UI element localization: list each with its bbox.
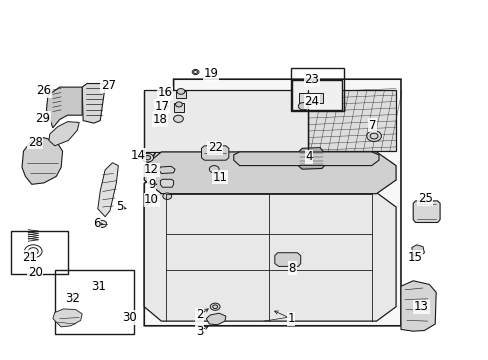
Text: 10: 10 xyxy=(144,193,159,206)
Text: 30: 30 xyxy=(122,311,137,324)
Polygon shape xyxy=(53,309,82,327)
Polygon shape xyxy=(49,122,79,146)
Polygon shape xyxy=(201,146,228,160)
Text: 25: 25 xyxy=(417,192,432,205)
Text: 18: 18 xyxy=(153,113,167,126)
Text: 22: 22 xyxy=(207,141,222,154)
Circle shape xyxy=(163,193,171,199)
Bar xyxy=(55,270,134,334)
Text: 5: 5 xyxy=(116,201,123,213)
Bar xyxy=(176,91,185,98)
Text: 11: 11 xyxy=(212,171,227,184)
Polygon shape xyxy=(292,80,342,110)
Text: 3: 3 xyxy=(195,325,203,338)
Text: 4: 4 xyxy=(305,150,312,163)
Polygon shape xyxy=(144,90,307,152)
Text: 8: 8 xyxy=(288,262,296,275)
Polygon shape xyxy=(46,87,82,128)
Polygon shape xyxy=(298,148,325,169)
Text: 17: 17 xyxy=(155,100,169,113)
Circle shape xyxy=(175,102,182,107)
Text: 24: 24 xyxy=(304,95,319,108)
Text: 7: 7 xyxy=(368,119,376,132)
Polygon shape xyxy=(206,313,225,325)
Text: 27: 27 xyxy=(101,79,116,92)
Circle shape xyxy=(144,156,150,160)
Polygon shape xyxy=(400,281,435,331)
Text: 23: 23 xyxy=(304,73,319,86)
Text: 32: 32 xyxy=(65,292,80,305)
Bar xyxy=(291,68,344,111)
Circle shape xyxy=(210,303,220,310)
Circle shape xyxy=(177,89,184,94)
Polygon shape xyxy=(144,152,395,194)
Text: 14: 14 xyxy=(130,149,145,162)
Polygon shape xyxy=(98,163,118,217)
Circle shape xyxy=(366,131,381,141)
Polygon shape xyxy=(144,79,400,326)
Circle shape xyxy=(298,103,307,110)
Polygon shape xyxy=(22,138,62,184)
Text: 2: 2 xyxy=(195,309,203,321)
Text: 15: 15 xyxy=(407,251,421,264)
Text: 21: 21 xyxy=(22,251,37,264)
Circle shape xyxy=(97,220,106,228)
Text: 6: 6 xyxy=(93,217,101,230)
Text: 13: 13 xyxy=(413,300,428,313)
Polygon shape xyxy=(144,193,395,321)
Text: 19: 19 xyxy=(203,67,218,80)
Circle shape xyxy=(142,153,153,162)
Text: 28: 28 xyxy=(28,136,42,149)
Circle shape xyxy=(173,115,183,122)
Polygon shape xyxy=(159,166,175,174)
Text: 29: 29 xyxy=(36,112,50,125)
Text: 9: 9 xyxy=(147,178,155,191)
Polygon shape xyxy=(412,201,439,222)
Polygon shape xyxy=(233,152,378,166)
Polygon shape xyxy=(274,253,300,266)
Text: 16: 16 xyxy=(158,86,172,99)
Polygon shape xyxy=(160,179,173,187)
Bar xyxy=(299,93,322,103)
Polygon shape xyxy=(307,90,395,151)
Bar xyxy=(173,103,184,112)
Bar xyxy=(11,231,68,274)
Polygon shape xyxy=(82,84,105,123)
Text: 31: 31 xyxy=(91,280,106,293)
Text: 26: 26 xyxy=(37,84,51,97)
Text: 20: 20 xyxy=(28,266,42,279)
Polygon shape xyxy=(411,245,424,256)
Text: 12: 12 xyxy=(144,163,159,176)
Text: 1: 1 xyxy=(286,312,294,325)
